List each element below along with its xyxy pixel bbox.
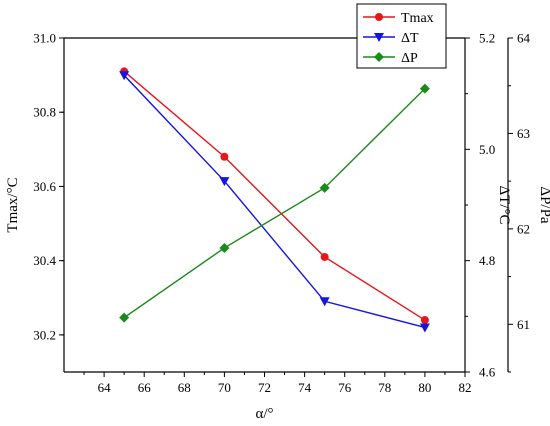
x-tick-label: 74 (298, 380, 312, 395)
x-tick-label: 80 (418, 380, 431, 395)
x-tick-label: 70 (218, 380, 231, 395)
legend-label-delta-t: ΔT (401, 31, 419, 46)
x-tick-label: 72 (258, 380, 271, 395)
series-line-delta-p (123, 88, 426, 319)
right2-tick-label: 63 (517, 126, 530, 141)
series-line-tmax (123, 70, 426, 321)
x-axis-title: α/° (255, 406, 273, 422)
point-delta-p (319, 182, 330, 193)
right1-tick-label: 4.6 (479, 365, 496, 380)
right1-tick-label: 4.8 (479, 253, 495, 268)
legend-marker-delta-p (374, 52, 384, 62)
legend-label-tmax: Tmax (401, 11, 434, 26)
left-tick-label: 30.8 (33, 105, 56, 120)
point-delta-p (419, 83, 430, 94)
point-tmax (220, 152, 229, 161)
point-delta-t (119, 71, 130, 81)
right2-axis-title: ΔP/Pa (537, 186, 550, 223)
x-tick-label: 78 (378, 380, 391, 395)
left-tick-label: 30.2 (33, 327, 56, 342)
right1-axis-title: ΔT/°C (496, 186, 512, 225)
x-tick-label: 64 (98, 380, 112, 395)
legend-marker-tmax (375, 13, 383, 21)
y-axis-left: 30.2 30.4 30.6 30.8 31.0 Tmax/°C (5, 31, 64, 342)
x-tick-label: 82 (459, 380, 472, 395)
y-axis-right-1: 4.6 4.8 5.0 5.2 ΔT/°C (465, 31, 512, 380)
series-line-delta-t (123, 74, 426, 329)
legend-marker-delta-t (374, 33, 384, 42)
right1-tick-label: 5.2 (479, 31, 495, 46)
legend: Tmax ΔT ΔP (356, 3, 447, 69)
right1-tick-label: 5.0 (479, 142, 495, 157)
left-tick-label: 30.4 (33, 253, 56, 268)
point-delta-p (119, 312, 130, 323)
point-tmax (320, 252, 329, 261)
left-tick-label: 31.0 (33, 31, 56, 46)
point-delta-t (419, 323, 430, 333)
x-tick-label: 68 (178, 380, 191, 395)
point-tmax (420, 316, 429, 325)
left-axis-title: Tmax/°C (5, 177, 21, 232)
x-tick-label: 66 (138, 380, 152, 395)
legend-label-delta-p: ΔP (401, 51, 418, 66)
series-layer (119, 67, 430, 333)
left-tick-label: 30.6 (33, 179, 56, 194)
y-axis-right-2: 61 62 63 64 ΔP/Pa (507, 31, 550, 373)
right2-tick-label: 62 (517, 221, 530, 236)
x-tick-label: 76 (338, 380, 352, 395)
right2-tick-label: 61 (517, 317, 530, 332)
point-delta-t (319, 297, 330, 307)
point-delta-t (219, 177, 230, 187)
point-delta-p (219, 242, 230, 253)
x-axis: 64 66 68 70 72 74 76 78 80 82 α/° (83, 372, 472, 422)
right2-tick-label: 64 (517, 31, 531, 46)
